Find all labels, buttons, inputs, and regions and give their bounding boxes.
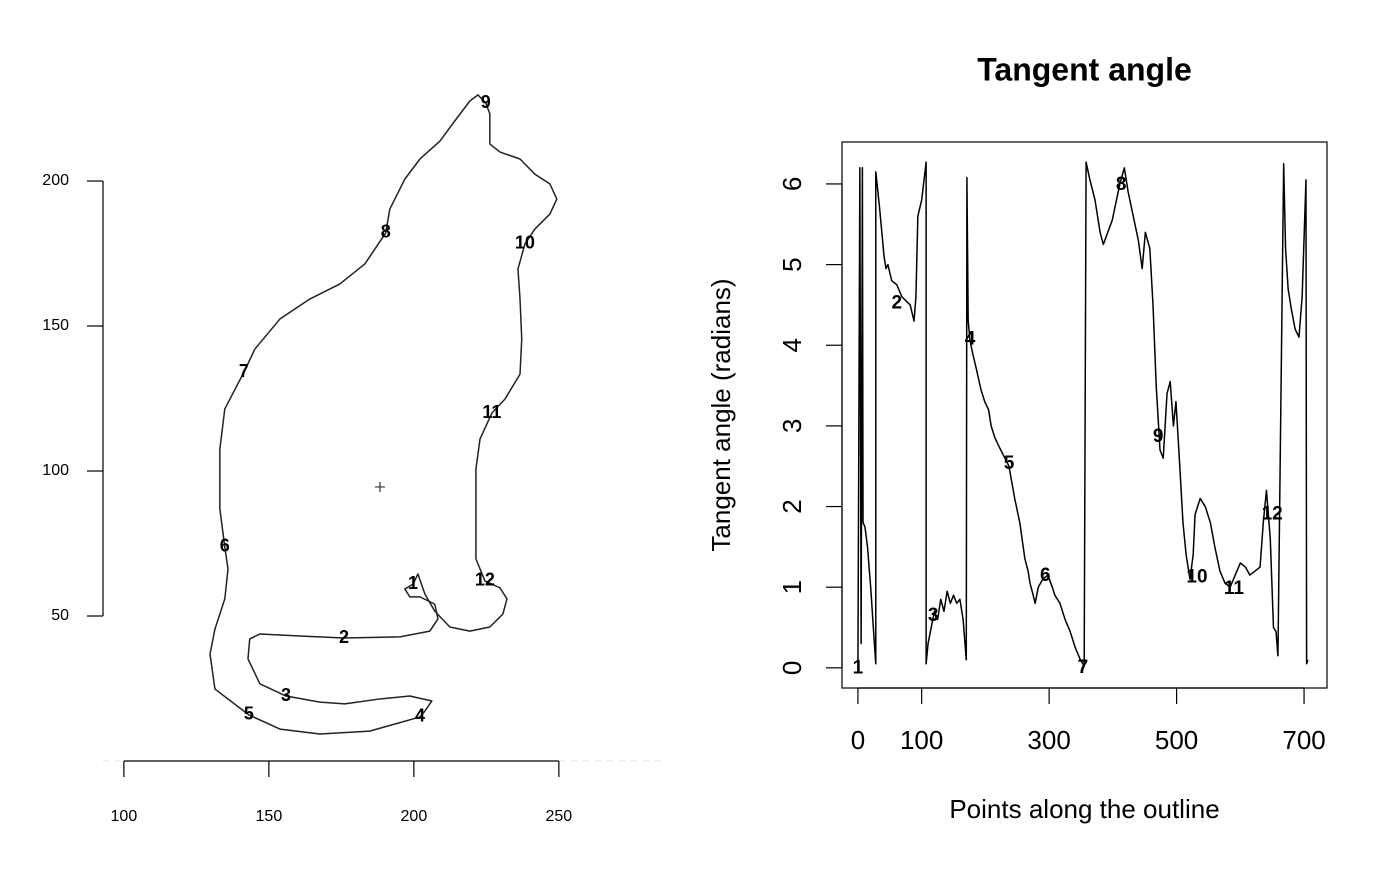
y-tick-label: 50 — [51, 607, 69, 624]
x-tick-label: 250 — [546, 808, 573, 825]
x-tick-label: 100 — [111, 808, 138, 825]
landmark-label: 11 — [482, 402, 501, 422]
landmark-label: 8 — [1116, 174, 1127, 195]
landmark-label: 4 — [415, 706, 425, 726]
y-axis-label: Tangent angle (radians) — [706, 278, 736, 551]
landmark-label: 3 — [281, 685, 291, 705]
landmark-label: 12 — [1262, 504, 1283, 525]
landmark-label: 2 — [892, 292, 903, 313]
x-tick-label: 500 — [1155, 725, 1198, 755]
landmark-label: 2 — [339, 627, 349, 647]
y-tick-label: 6 — [777, 177, 807, 191]
angle-line — [857, 161, 1309, 667]
landmark-label: 1 — [853, 658, 864, 679]
x-tick-label: 0 — [851, 725, 865, 755]
y-tick-label: 2 — [777, 499, 807, 513]
y-tick-label: 5 — [777, 257, 807, 271]
landmark-label: 5 — [244, 704, 254, 724]
landmark-label: 10 — [515, 233, 535, 253]
landmark-label: 5 — [1004, 453, 1015, 474]
landmark-label: 9 — [1153, 426, 1164, 447]
y-tick-label: 100 — [42, 462, 69, 479]
y-tick-label: 4 — [777, 338, 807, 352]
x-tick-label: 150 — [256, 808, 283, 825]
x-axis-label: Points along the outline — [949, 794, 1219, 824]
landmark-label: 12 — [475, 570, 495, 590]
chart-title: Tangent angle — [977, 51, 1192, 87]
x-tick-label: 700 — [1282, 725, 1325, 755]
landmark-label: 1 — [408, 573, 418, 593]
landmark-label: 4 — [965, 329, 976, 350]
y-tick-label: 3 — [777, 419, 807, 433]
centroid — [374, 481, 385, 492]
cat-outline — [209, 94, 558, 735]
x-tick-label: 100 — [900, 725, 943, 755]
landmark-label: 6 — [1040, 565, 1051, 586]
landmark-label: 3 — [928, 605, 939, 626]
landmark-label: 7 — [1078, 657, 1089, 678]
x-tick-label: 200 — [401, 808, 428, 825]
landmark-label: 10 — [1186, 567, 1207, 588]
landmark-label: 11 — [1224, 578, 1245, 599]
y-tick-label: 1 — [777, 580, 807, 594]
landmark-label: 6 — [220, 536, 230, 556]
y-tick-label: 150 — [42, 317, 69, 334]
landmark-label: 8 — [381, 222, 391, 242]
landmark-label: 9 — [481, 92, 491, 112]
y-tick-label: 200 — [42, 172, 69, 189]
y-tick-label: 0 — [777, 661, 807, 675]
x-tick-label: 300 — [1027, 725, 1070, 755]
landmark-label: 7 — [239, 361, 249, 381]
